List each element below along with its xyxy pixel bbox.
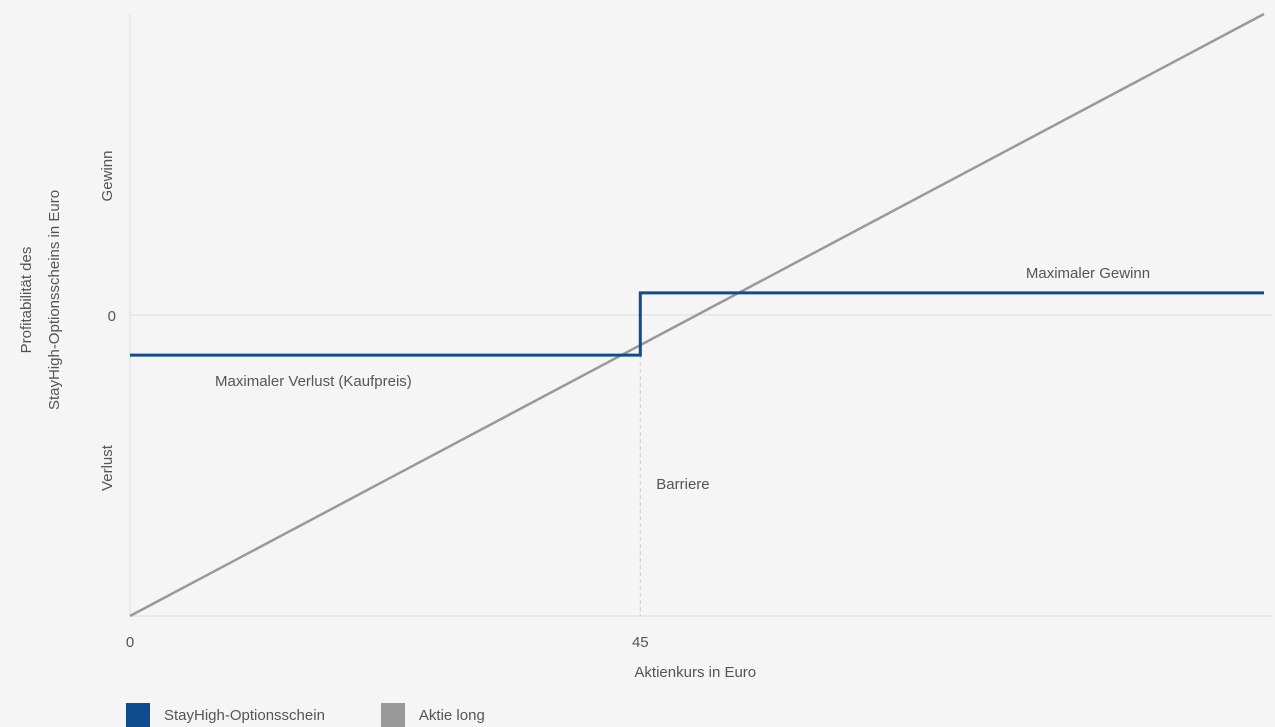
barrier-label: Barriere xyxy=(656,476,709,493)
legend-item-aktie-long: Aktie long xyxy=(380,703,485,727)
x-tick-label-45: 45 xyxy=(632,634,649,651)
y-tick-label-zero: 0 xyxy=(108,308,116,325)
legend: StayHigh-Optionsschein Aktie long xyxy=(126,703,541,727)
annotation-max-gain: Maximaler Gewinn xyxy=(1026,265,1150,282)
series-lines xyxy=(129,12,1265,618)
legend-swatch-stayhigh xyxy=(126,703,150,727)
legend-swatch-aktie-long xyxy=(380,703,405,727)
y-region-label-verlust: Verlust xyxy=(99,444,116,491)
series-line-stayhigh xyxy=(130,291,1264,357)
y-region-label-gewinn: Gewinn xyxy=(99,151,116,202)
legend-label-aktie-long: Aktie long xyxy=(418,706,485,724)
x-axis-label: Aktienkurs in Euro xyxy=(634,664,756,681)
chart-labels: Profitabilität des StayHigh-Optionsschei… xyxy=(18,151,1150,681)
y-axis-label-line-2: StayHigh-Optionsscheins in Euro xyxy=(46,190,63,410)
series-line-aktie-long xyxy=(129,12,1265,618)
x-tick-label-0: 0 xyxy=(126,634,134,651)
axes xyxy=(129,14,1272,617)
legend-label-stayhigh: StayHigh-Optionsschein xyxy=(164,706,325,724)
annotation-max-loss: Maximaler Verlust (Kaufpreis) xyxy=(215,373,412,390)
y-axis-label-line-1: Profitabilität des xyxy=(18,247,35,354)
legend-item-stayhigh: StayHigh-Optionsschein xyxy=(126,703,325,727)
